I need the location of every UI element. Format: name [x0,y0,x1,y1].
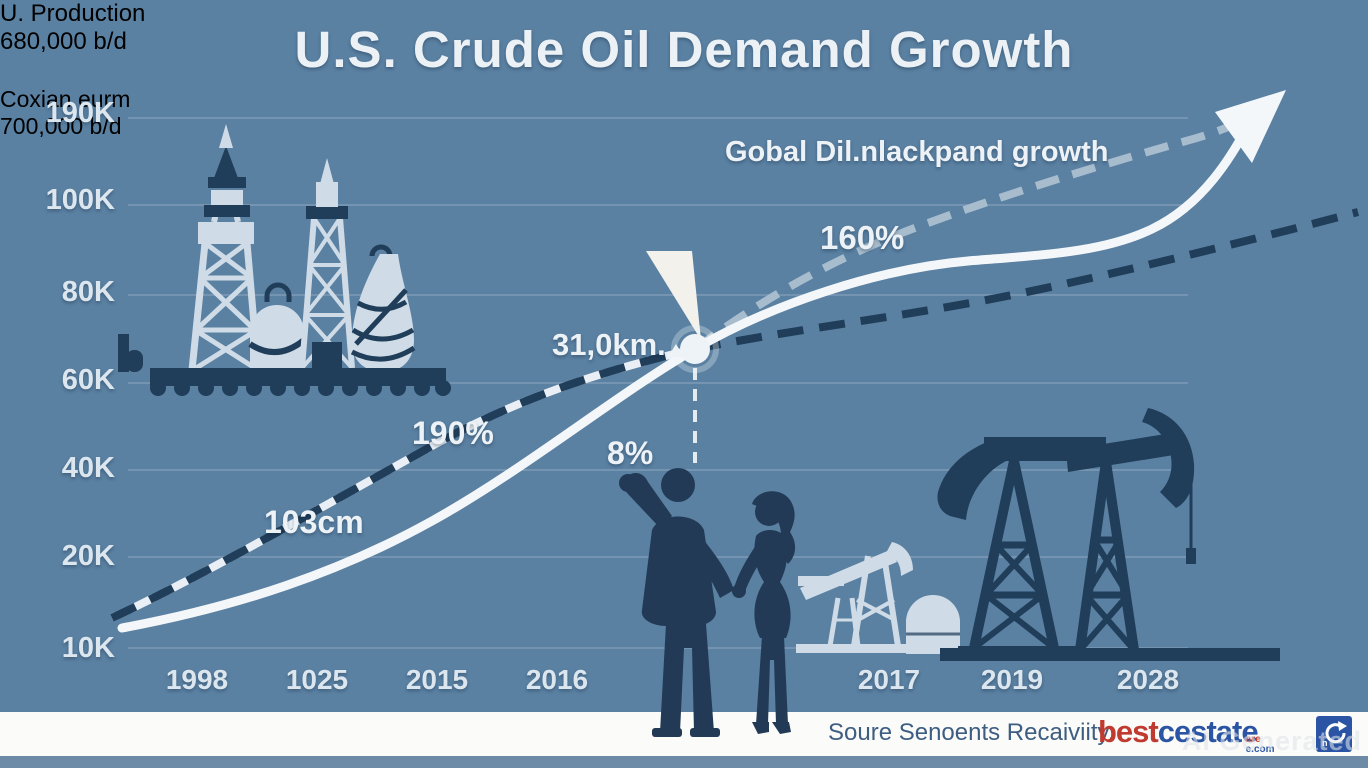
y-tick-80k: 80K [61,276,115,308]
dark-dashed-line [110,208,1360,622]
output-callout-line1: Coxian eurm [0,86,131,112]
x-tick-2017: 2017 [857,664,921,695]
page-title: U.S. Crude Oil Demand Growth [294,21,1074,78]
y-tick-20k: 20K [61,540,115,572]
marker-triangle-icon [668,344,684,357]
intersection-dot [680,334,710,364]
brand-text-red: best [1098,714,1159,749]
ai-generated-watermark: AI Generated [1181,726,1362,756]
y-tick-60k: 60K [61,364,115,396]
brand-small-text: are e.com [1246,735,1275,755]
gridlines [128,117,1188,649]
brand-logo: best cestate are e.com [1098,714,1275,755]
x-tick-1998: 1998 [165,664,229,695]
svg-text:n: n [1322,738,1328,748]
footer-bottom-strip [0,756,1368,768]
circular-arrow-icon: n [1316,716,1352,752]
production-callout: U. Production 680,000 b/d [0,0,198,86]
x-tick-1025: 1025 [285,664,349,695]
x-tick-2016: 2016 [525,664,589,695]
intersection-dot-glow [671,325,719,373]
dark-pumpjack-icon [937,437,1106,659]
y-tick-40k: 40K [61,452,115,484]
production-callout-line2: 680,000 b/d [0,28,127,55]
y-tick-100k: 100K [45,184,115,216]
brand-small-bottom: e.com [1245,744,1275,755]
y-tick-190k: 190K [45,97,115,129]
couple-silhouette [619,468,796,737]
arrow-up-icon [1215,90,1286,163]
source-text: Soure Senoents Recaiviity. [828,719,1115,746]
pct-160-label: 160% [820,219,905,256]
brand-text-blue: cestate [1157,714,1259,749]
production-callout-line1: U. Production [0,0,146,27]
brand-small-top: are [1245,734,1261,745]
label-103cm: 103cm [264,504,364,540]
output-callout: Coxian eurm 700,000 b/d [0,86,178,172]
dark-pumpjack-tall-icon [940,408,1280,661]
y-tick-10k: 10K [61,632,115,664]
light-pumpjack-icon [796,542,960,654]
pct-190-label: 190% [412,415,494,451]
marker-31km-label: 31,0km. [552,327,666,362]
output-callout-line2: 700,000 b/d [0,113,122,139]
x-tick-2028: 2028 [1116,664,1180,695]
x-tick-2019: 2019 [980,664,1044,695]
pct-8-label: 8% [607,435,654,471]
solid-demand-line [117,109,1259,633]
global-growth-label: Gobal Dil.nlackpand growth [725,136,1109,168]
x-tick-2015: 2015 [405,664,469,695]
brand-mark-icon: n [1316,716,1352,757]
